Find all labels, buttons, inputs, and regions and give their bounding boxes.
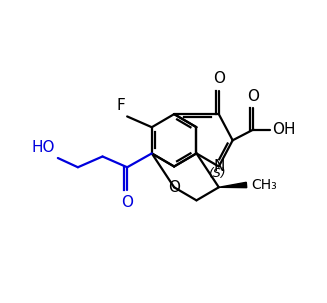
Text: (S): (S) bbox=[208, 167, 226, 180]
Text: CH₃: CH₃ bbox=[251, 178, 277, 192]
Polygon shape bbox=[219, 182, 247, 188]
Text: N: N bbox=[213, 159, 224, 174]
Text: HO: HO bbox=[31, 140, 55, 155]
Text: OH: OH bbox=[272, 122, 295, 137]
Text: F: F bbox=[116, 98, 125, 113]
Text: O: O bbox=[213, 72, 225, 86]
Text: O: O bbox=[248, 89, 259, 104]
Text: O: O bbox=[121, 195, 133, 210]
Text: O: O bbox=[168, 180, 180, 195]
